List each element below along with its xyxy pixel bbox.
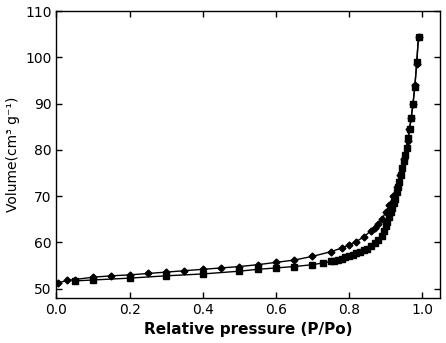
Y-axis label: Volume(cm³ g⁻¹): Volume(cm³ g⁻¹) xyxy=(5,97,20,212)
X-axis label: Relative pressure (P/Po): Relative pressure (P/Po) xyxy=(144,322,353,338)
